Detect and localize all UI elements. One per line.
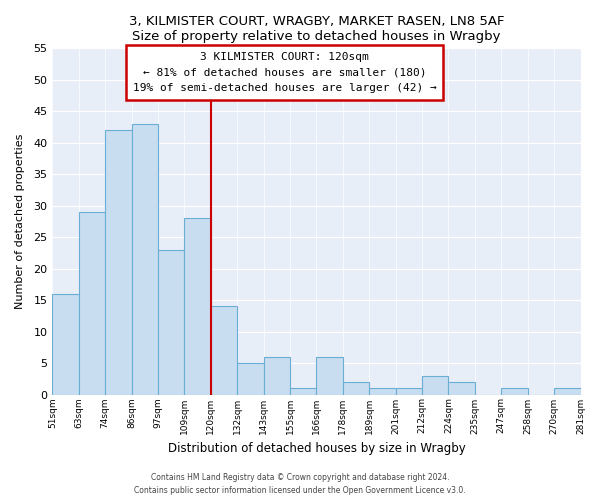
Bar <box>79 212 105 394</box>
Bar <box>501 388 527 394</box>
Bar <box>131 124 158 394</box>
Y-axis label: Number of detached properties: Number of detached properties <box>15 134 25 309</box>
Bar <box>395 388 422 394</box>
Bar <box>237 363 263 394</box>
Text: Contains HM Land Registry data © Crown copyright and database right 2024.
Contai: Contains HM Land Registry data © Crown c… <box>134 474 466 495</box>
Title: 3, KILMISTER COURT, WRAGBY, MARKET RASEN, LN8 5AF
Size of property relative to d: 3, KILMISTER COURT, WRAGBY, MARKET RASEN… <box>128 15 504 43</box>
Bar <box>211 306 237 394</box>
Bar <box>554 388 581 394</box>
Bar <box>184 218 211 394</box>
Bar <box>448 382 475 394</box>
Bar <box>343 382 369 394</box>
X-axis label: Distribution of detached houses by size in Wragby: Distribution of detached houses by size … <box>167 442 465 455</box>
Bar <box>369 388 395 394</box>
Bar <box>263 356 290 395</box>
Bar <box>422 376 448 394</box>
Bar <box>158 250 184 394</box>
Bar <box>316 356 343 395</box>
Bar <box>105 130 131 394</box>
Bar <box>52 294 79 394</box>
Text: 3 KILMISTER COURT: 120sqm
← 81% of detached houses are smaller (180)
19% of semi: 3 KILMISTER COURT: 120sqm ← 81% of detac… <box>133 52 437 93</box>
Bar <box>290 388 316 394</box>
